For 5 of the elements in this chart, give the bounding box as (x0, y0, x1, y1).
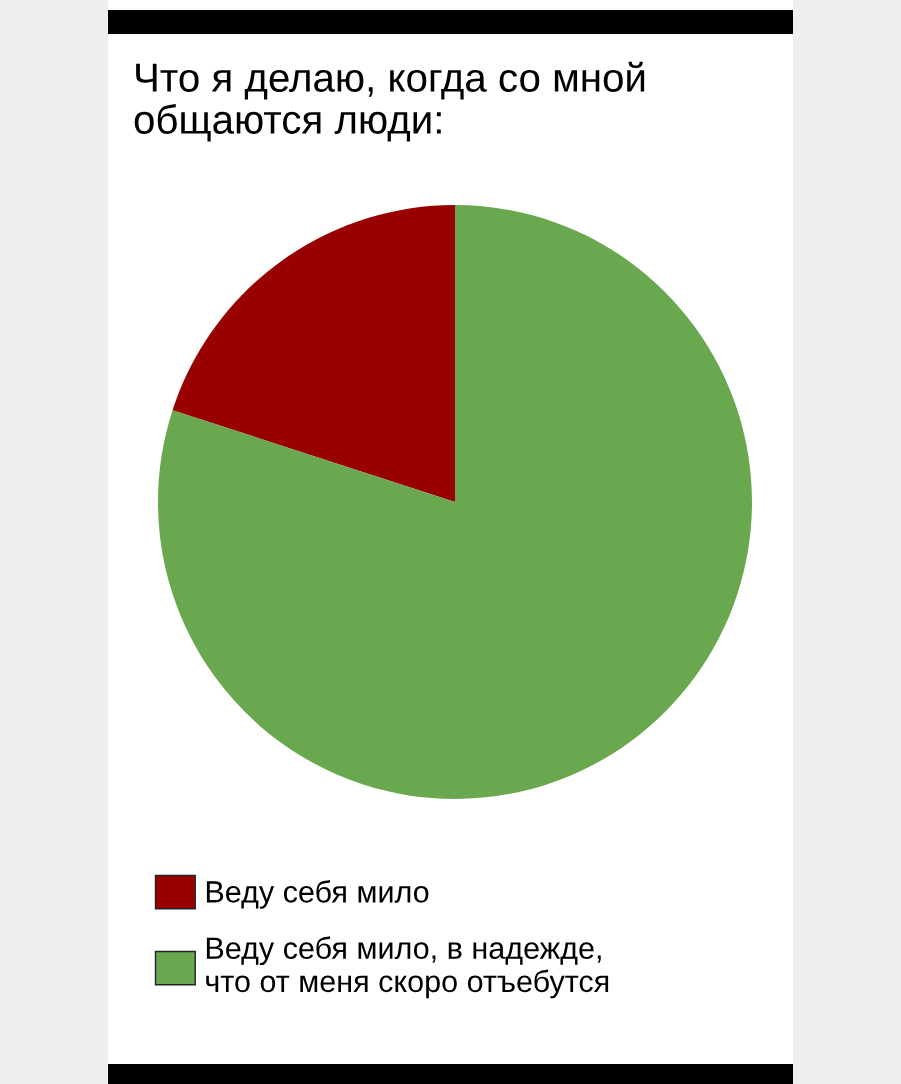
chart-title: Что я делаю, когда со мной общаются люди: (134, 61, 645, 142)
pie-slice (172, 205, 455, 502)
legend-label: Веду себя мило, в надежде, что от меня скоро отъебутся (206, 936, 609, 999)
pie-slice (158, 205, 752, 799)
legend-label: Веду себя мило (206, 879, 429, 909)
